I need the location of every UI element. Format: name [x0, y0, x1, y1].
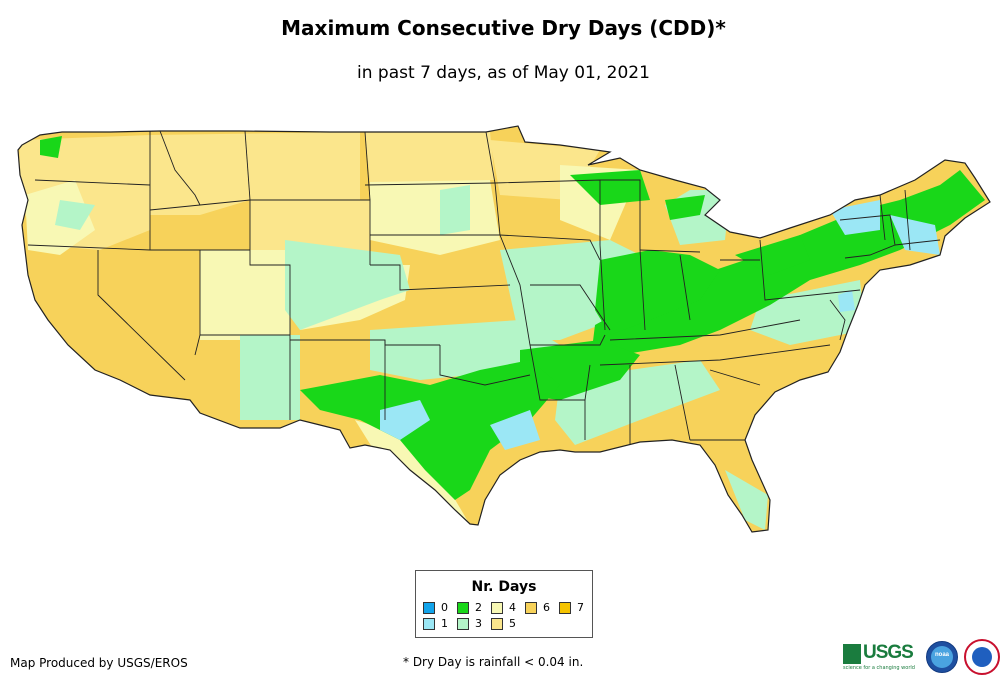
legend-swatch-7: [559, 602, 571, 614]
legend: Nr. Days 0 1 2 3 4 5 6 7: [415, 570, 593, 638]
legend-label-6: 6: [543, 601, 550, 614]
legend-label-3: 3: [475, 617, 482, 630]
usgs-logo-text: USGS: [863, 642, 914, 663]
usgs-tagline: science for a changing world: [843, 665, 915, 671]
legend-swatch-6: [525, 602, 537, 614]
legend-label-2: 2: [475, 601, 482, 614]
legend-label-1: 1: [441, 617, 448, 630]
legend-swatch-2: [457, 602, 469, 614]
dry-days-raster: [18, 126, 990, 532]
legend-swatch-4: [491, 602, 503, 614]
nws-logo: [964, 639, 1000, 675]
us-dry-days-map: [17, 125, 991, 533]
legend-label-7: 7: [577, 601, 584, 614]
map-subtitle: in past 7 days, as of May 01, 2021: [357, 63, 650, 83]
legend-label-4: 4: [509, 601, 516, 614]
state-borders: [17, 125, 991, 533]
legend-swatch-3: [457, 618, 469, 630]
map-title: Maximum Consecutive Dry Days (CDD)*: [281, 16, 726, 40]
legend-swatch-5: [491, 618, 503, 630]
dry-day-note: * Dry Day is rainfall < 0.04 in.: [403, 655, 584, 669]
legend-swatch-0: [423, 602, 435, 614]
legend-swatch-1: [423, 618, 435, 630]
credit-text: Map Produced by USGS/EROS: [10, 656, 188, 670]
usgs-wave-icon: [843, 644, 861, 664]
legend-label-0: 0: [441, 601, 448, 614]
usgs-logo: USGS science for a changing world: [843, 641, 919, 671]
legend-title: Nr. Days: [471, 579, 537, 595]
nws-emblem-icon: [972, 647, 992, 667]
noaa-logo: noaa: [926, 641, 958, 673]
noaa-bird-icon: [931, 646, 953, 668]
noaa-logo-text: noaa: [934, 652, 949, 658]
legend-label-5: 5: [509, 617, 516, 630]
